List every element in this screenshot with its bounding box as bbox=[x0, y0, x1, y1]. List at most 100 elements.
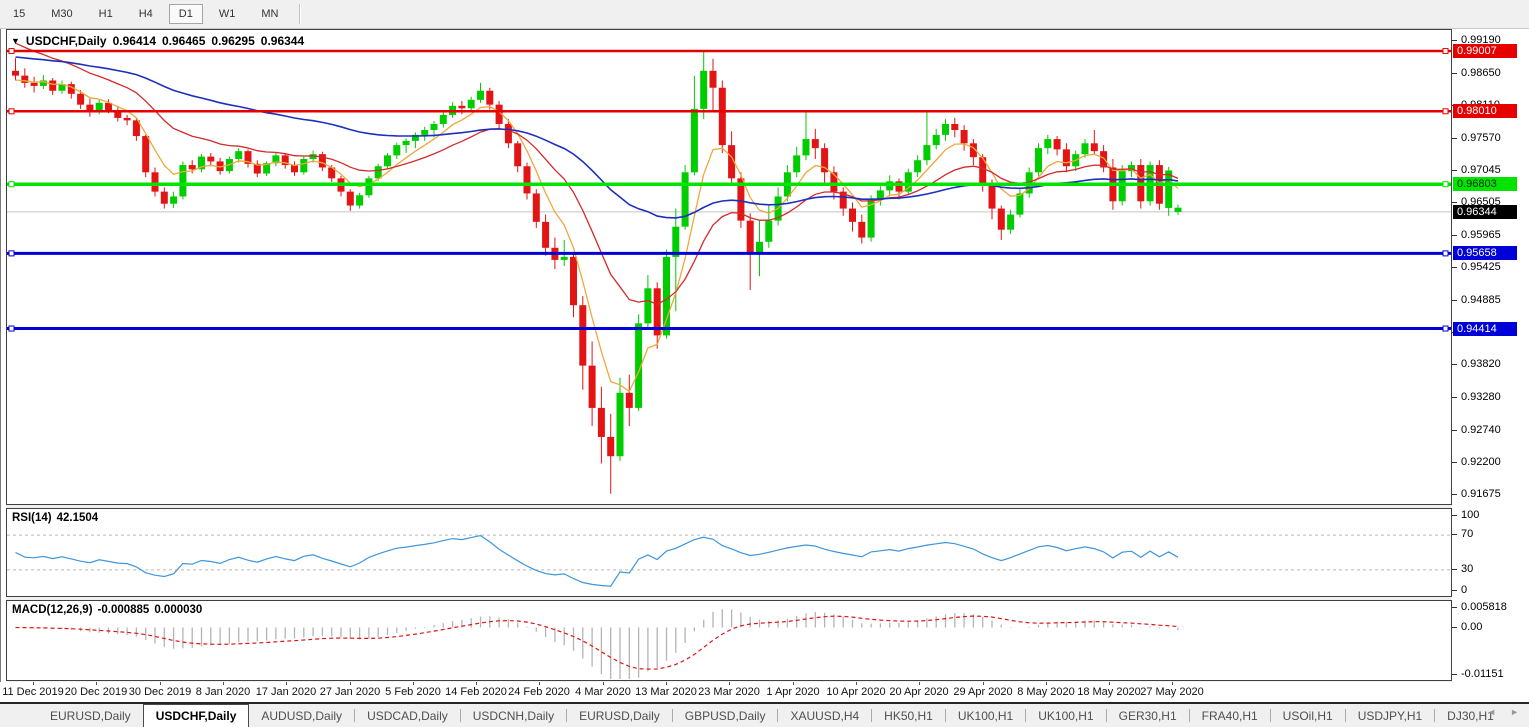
ohlc-close: 0.96344 bbox=[260, 34, 305, 48]
date-tick bbox=[160, 682, 161, 685]
date-tick bbox=[983, 682, 984, 685]
date-tick bbox=[33, 682, 34, 685]
rsi-line bbox=[15, 534, 1179, 587]
current-price-label: 0.96344 bbox=[1453, 205, 1517, 219]
candlestick-chart[interactable] bbox=[7, 30, 1451, 504]
rsi-tick-label: 70 bbox=[1461, 528, 1474, 540]
price-chart-pane[interactable]: ▼ USDCHF,Daily 0.96414 0.96465 0.96295 0… bbox=[6, 29, 1452, 505]
rsi-tick-tick bbox=[1452, 534, 1457, 535]
date-label: 14 Feb 2020 bbox=[445, 686, 507, 698]
price-tick-tick bbox=[1452, 494, 1457, 495]
tab-separator bbox=[1344, 709, 1346, 722]
date-label: 10 Apr 2020 bbox=[826, 686, 886, 698]
hline-handle[interactable] bbox=[1442, 48, 1449, 55]
tab-fra40-h1[interactable]: FRA40,H1 bbox=[1201, 708, 1258, 723]
tab-separator bbox=[1269, 709, 1271, 722]
date-label: 23 Mar 2020 bbox=[698, 686, 760, 698]
hline-handle[interactable] bbox=[1442, 108, 1449, 115]
date-tick bbox=[1172, 682, 1173, 685]
date-label: 30 Dec 2019 bbox=[128, 686, 192, 698]
tab-separator bbox=[777, 709, 779, 722]
tab-uk100-h1[interactable]: UK100,H1 bbox=[957, 708, 1014, 723]
hline-price-label[interactable]: 0.95658 bbox=[1453, 246, 1517, 260]
macd-indicator-pane[interactable]: MACD(12,26,9) -0.000885 0.000030 bbox=[6, 600, 1452, 681]
macd-tick-tick bbox=[1452, 674, 1457, 675]
tab-usdchf-daily[interactable]: USDCHF,Daily bbox=[142, 704, 250, 727]
price-tick-label: 0.93820 bbox=[1461, 358, 1501, 370]
ma-slow-line bbox=[15, 56, 1179, 219]
date-label: 5 Feb 2020 bbox=[385, 686, 441, 698]
tab-uk100-h1[interactable]: UK100,H1 bbox=[1038, 708, 1094, 723]
date-label: 20 Dec 2019 bbox=[64, 686, 128, 698]
price-tick-label: 0.94885 bbox=[1461, 294, 1501, 306]
tab-separator bbox=[459, 709, 461, 722]
timeframe-button-h4[interactable]: H4 bbox=[138, 8, 153, 20]
tab-hk50-h1[interactable]: HK50,H1 bbox=[884, 708, 933, 723]
rsi-tick-label: 30 bbox=[1461, 563, 1474, 575]
price-tick-tick bbox=[1452, 170, 1457, 171]
tab-usdcnh-daily[interactable]: USDCNH,Daily bbox=[472, 708, 555, 723]
timeframe-button-w1[interactable]: W1 bbox=[218, 8, 236, 20]
window-left-gutter bbox=[0, 29, 6, 682]
ma-medium-line bbox=[15, 42, 1179, 306]
tab-scroll-arrows: ◄ ► bbox=[1487, 707, 1519, 717]
hline-handle[interactable] bbox=[1442, 181, 1449, 188]
rsi-chart[interactable] bbox=[7, 509, 1451, 596]
price-tick-label: 0.97045 bbox=[1461, 164, 1501, 176]
tab-gbpusd-daily[interactable]: GBPUSD,Daily bbox=[684, 708, 766, 723]
timeframe-button-15[interactable]: 15 bbox=[13, 8, 26, 20]
macd-tick-label: -0.01151 bbox=[1461, 668, 1504, 680]
tab-usdcad-daily[interactable]: USDCAD,Daily bbox=[367, 708, 448, 723]
timeframe-button-m30[interactable]: M30 bbox=[51, 8, 73, 20]
tab-ger30-h1[interactable]: GER30,H1 bbox=[1118, 708, 1177, 723]
date-label: 29 Apr 2020 bbox=[953, 686, 1013, 698]
macd-chart[interactable] bbox=[7, 601, 1451, 680]
date-tick bbox=[539, 682, 540, 685]
hline-price-label[interactable]: 0.98010 bbox=[1453, 104, 1517, 118]
timeframe-button-mn[interactable]: MN bbox=[261, 8, 279, 20]
date-tick bbox=[1109, 682, 1110, 685]
tab-scroll-right-icon[interactable]: ► bbox=[1510, 707, 1519, 717]
tab-usoil-h1[interactable]: USOil,H1 bbox=[1282, 708, 1333, 723]
hline-handle[interactable] bbox=[8, 48, 15, 55]
price-tick-label: 0.93280 bbox=[1461, 391, 1501, 403]
date-label: 24 Feb 2020 bbox=[508, 686, 570, 698]
tab-separator bbox=[944, 709, 946, 722]
date-label: 11 Dec 2019 bbox=[2, 686, 64, 698]
hline-handle[interactable] bbox=[8, 108, 15, 115]
tab-separator bbox=[1188, 709, 1190, 722]
tab-xauusd-h4[interactable]: XAUUSD,H4 bbox=[790, 708, 860, 723]
ohlc-high: 0.96465 bbox=[162, 34, 206, 48]
hline-price-label[interactable]: 0.99007 bbox=[1453, 44, 1517, 58]
hline-handle[interactable] bbox=[1442, 325, 1449, 332]
hline-handle[interactable] bbox=[8, 250, 15, 257]
hline-handle[interactable] bbox=[8, 325, 15, 332]
timeframe-button-d1[interactable]: D1 bbox=[168, 4, 203, 24]
timeframe-button-h1[interactable]: H1 bbox=[98, 8, 113, 20]
hline-handle[interactable] bbox=[8, 181, 15, 188]
price-tick-tick bbox=[1452, 235, 1457, 236]
hline-price-label[interactable]: 0.94414 bbox=[1453, 322, 1517, 336]
price-tick-label: 0.92200 bbox=[1461, 456, 1501, 468]
tab-usdjpy-h1[interactable]: USDJPY,H1 bbox=[1357, 708, 1423, 723]
tab-separator bbox=[1025, 709, 1027, 722]
date-tick bbox=[350, 682, 351, 685]
macd-tick-tick bbox=[1452, 627, 1457, 628]
rsi-indicator-pane[interactable]: RSI(14) 42.1504 bbox=[6, 508, 1452, 597]
ohlc-low: 0.96295 bbox=[211, 34, 255, 48]
tab-eurusd-daily[interactable]: EURUSD,Daily bbox=[50, 708, 131, 723]
hline-handle[interactable] bbox=[1442, 250, 1449, 257]
tab-audusd-daily[interactable]: AUDUSD,Daily bbox=[261, 708, 343, 723]
hline-price-label[interactable]: 0.96803 bbox=[1453, 177, 1517, 191]
date-axis[interactable]: 11 Dec 2019 20 Dec 2019 30 Dec 2019 8 Jan 2… bbox=[0, 682, 1529, 702]
price-tick-tick bbox=[1452, 462, 1457, 463]
tab-separator bbox=[671, 709, 673, 722]
date-tick bbox=[413, 682, 414, 685]
price-tick-label: 0.99190 bbox=[1461, 34, 1501, 46]
price-axis[interactable]: 0.991900.986500.981100.975700.970450.965… bbox=[1452, 29, 1529, 682]
tab-eurusd-daily[interactable]: EURUSD,Daily bbox=[579, 708, 660, 723]
tab-dj30-h1[interactable]: DJ30,H1 bbox=[1447, 708, 1494, 723]
tab-separator bbox=[1434, 709, 1436, 722]
tab-scroll-left-icon[interactable]: ◄ bbox=[1487, 707, 1497, 717]
date-label: 27 May 2020 bbox=[1140, 686, 1204, 698]
